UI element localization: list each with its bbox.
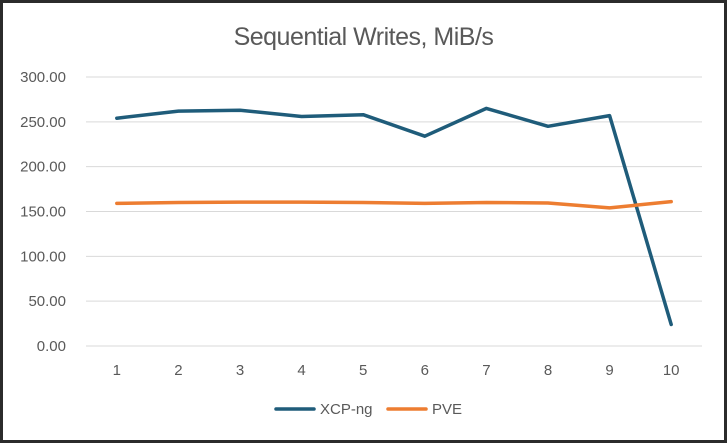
y-tick-label: 200.00 xyxy=(20,159,66,176)
x-tick-label: 3 xyxy=(236,362,244,379)
x-tick-label: 5 xyxy=(359,362,367,379)
chart-title: Sequential Writes, MiB/s xyxy=(233,23,494,51)
legend-label: XCP-ng xyxy=(320,401,373,418)
y-tick-label: 0.00 xyxy=(37,338,66,355)
y-tick-label: 150.00 xyxy=(20,204,66,221)
y-tick-label: 250.00 xyxy=(20,114,66,131)
y-tick-label: 100.00 xyxy=(20,248,66,265)
x-tick-label: 6 xyxy=(421,362,429,379)
x-tick-label: 10 xyxy=(663,362,680,379)
series-line-2 xyxy=(115,199,673,210)
x-tick-label: 8 xyxy=(544,362,552,379)
x-tick-label: 7 xyxy=(482,362,490,379)
x-tick-label: 1 xyxy=(113,362,121,379)
x-tick-label: 4 xyxy=(297,362,305,379)
legend-label: PVE xyxy=(432,401,462,418)
x-tick-label: 2 xyxy=(174,362,182,379)
series-line-1 xyxy=(115,106,673,327)
x-tick-label: 9 xyxy=(605,362,613,379)
y-tick-label: 300.00 xyxy=(20,69,66,86)
y-tick-label: 50.00 xyxy=(28,293,66,310)
